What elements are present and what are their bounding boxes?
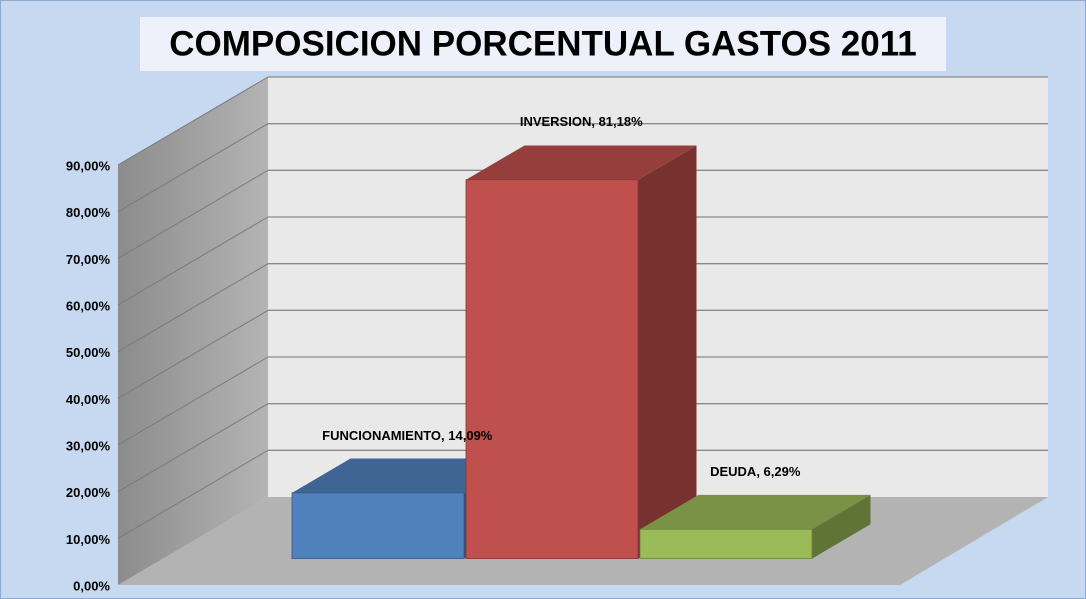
grid-line (117, 169, 269, 259)
data-label: DEUDA, 6,29% (710, 463, 801, 479)
y-tick-label: 0,00% (73, 578, 110, 593)
bar-top (292, 458, 523, 493)
y-tick-label: 40,00% (66, 392, 111, 407)
data-label: FUNCIONAMIENTO, 14,09% (322, 427, 493, 443)
y-tick-label: 10,00% (66, 532, 111, 547)
bar-side (638, 145, 697, 559)
y-tick-label: 50,00% (66, 345, 111, 360)
bar (465, 179, 639, 559)
grid-line (117, 356, 269, 446)
title-box (140, 17, 946, 71)
bar-top (640, 494, 871, 530)
y-tick-label: 80,00% (66, 205, 111, 220)
grid-line (117, 76, 269, 166)
left-wall (118, 77, 268, 585)
bar-side (812, 494, 871, 559)
y-tick-label: 20,00% (66, 485, 111, 500)
grid-line (117, 403, 269, 493)
y-tick-label: 70,00% (66, 252, 111, 267)
chart-title: COMPOSICION PORCENTUAL GASTOS 2011 (169, 24, 916, 63)
grid-line (117, 449, 269, 539)
bar (291, 492, 465, 560)
data-label: INVERSION, 81,18% (519, 114, 643, 130)
bar (639, 528, 813, 559)
y-tick-label: 90,00% (66, 158, 111, 173)
grid-line (117, 216, 269, 306)
bar-top (466, 145, 697, 180)
grid-line (117, 263, 269, 353)
y-tick-label: 30,00% (66, 438, 111, 453)
y-tick-label: 60,00% (66, 298, 111, 313)
grid-line (117, 123, 269, 213)
grid-line (117, 309, 269, 399)
